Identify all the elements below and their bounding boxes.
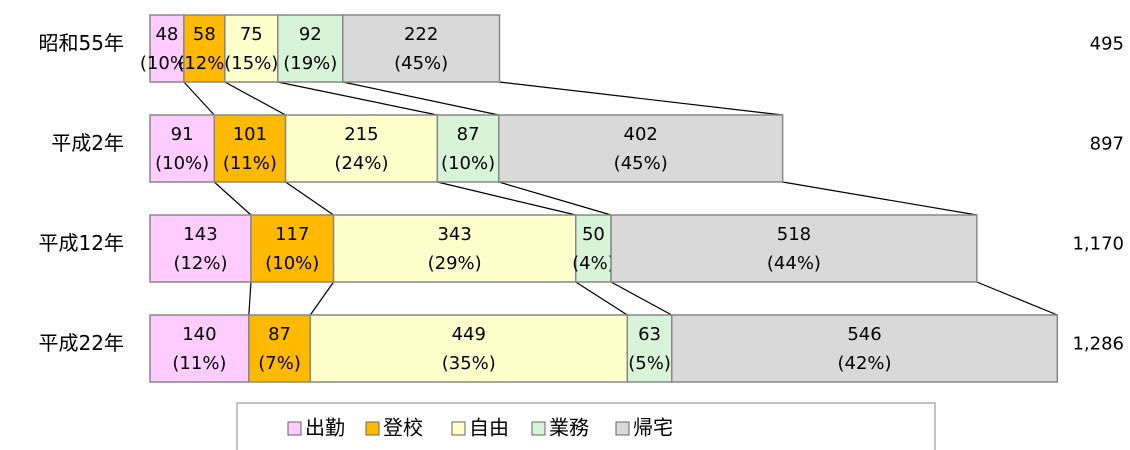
value-label: 518 [777,224,811,245]
share-label: (10%) [155,153,209,174]
value-label: 449 [452,324,486,345]
share-label: (5%) [628,353,671,374]
share-label: (11%) [223,153,277,174]
share-label: (12%) [177,53,231,74]
share-label: (7%) [258,353,301,374]
value-label: 343 [437,224,471,245]
value-label: 140 [182,324,216,345]
legend-swatch [287,421,302,436]
category-label: 平成22年 [39,331,124,355]
value-label: 143 [183,224,217,245]
bar-segment [436,114,500,183]
share-label: (35%) [442,353,496,374]
value-label: 222 [404,24,438,45]
category-label: 平成2年 [51,131,124,155]
value-label: 92 [299,24,322,45]
bar-segment [626,314,673,383]
total-label: 495 [1090,34,1124,55]
value-label: 91 [171,124,194,145]
bar-segment [342,14,501,83]
connector [277,81,438,116]
connector [498,181,612,216]
legend-label: 帰宅 [633,416,673,440]
value-label: 546 [847,324,881,345]
connector [437,181,576,216]
category-label: 昭和55年 [39,31,124,55]
value-label: 87 [268,324,291,345]
connector [610,281,673,316]
connector [976,281,1058,316]
bar-segment [224,14,279,83]
legend-swatch [365,421,380,436]
bar-segment [250,214,335,283]
bar-segment [332,214,577,283]
legend-box [236,402,936,450]
connector [782,181,977,216]
bar-segment [277,14,344,83]
connector [285,181,334,216]
bar-segment [309,314,629,383]
share-label: (42%) [838,353,892,374]
share-label: (44%) [767,253,821,274]
bar-segment [671,314,1059,383]
value-label: 58 [193,24,216,45]
value-label: 87 [457,124,480,145]
connector [309,281,335,316]
connector [575,281,628,316]
connector [248,281,252,316]
bar-segment [213,114,287,183]
value-label: 50 [582,224,605,245]
bar-segment [149,214,252,283]
total-label: 897 [1090,134,1124,155]
value-label: 63 [638,324,661,345]
share-label: (12%) [173,253,227,274]
bar-segment [284,114,439,183]
total-label: 1,170 [1072,234,1124,255]
connector [213,181,252,216]
legend-label: 出勤 [305,416,345,440]
legend-swatch [531,421,546,436]
legend-swatch [615,421,630,436]
value-label: 101 [233,124,267,145]
legend-label: 業務 [549,416,589,440]
bar-segment [149,314,250,383]
legend-label: 自由 [469,416,509,440]
legend-label: 登校 [383,416,423,440]
bar-segment [610,214,978,283]
share-label: (11%) [172,353,226,374]
share-label: (45%) [614,153,668,174]
share-label: (10%) [265,253,319,274]
share-label: (4%) [572,253,615,274]
share-label: (10%) [441,153,495,174]
value-label: 75 [240,24,263,45]
bar-segment [149,114,216,183]
share-label: (15%) [224,53,278,74]
share-label: (24%) [334,153,388,174]
bar-segment [149,14,185,83]
bar-segment [498,114,784,183]
share-label: (29%) [428,253,482,274]
total-label: 1,286 [1072,334,1124,355]
connector [224,81,286,116]
value-label: 48 [155,24,178,45]
share-label: (19%) [283,53,337,74]
share-label: (10%) [140,53,194,74]
connector [342,81,499,116]
legend-swatch [451,421,466,436]
value-label: 215 [344,124,378,145]
connector [183,81,215,116]
value-label: 402 [624,124,658,145]
share-label: (45%) [394,53,448,74]
value-label: 117 [275,224,309,245]
bar-segment [248,314,312,383]
category-label: 平成12年 [39,231,124,255]
connector [499,81,783,116]
